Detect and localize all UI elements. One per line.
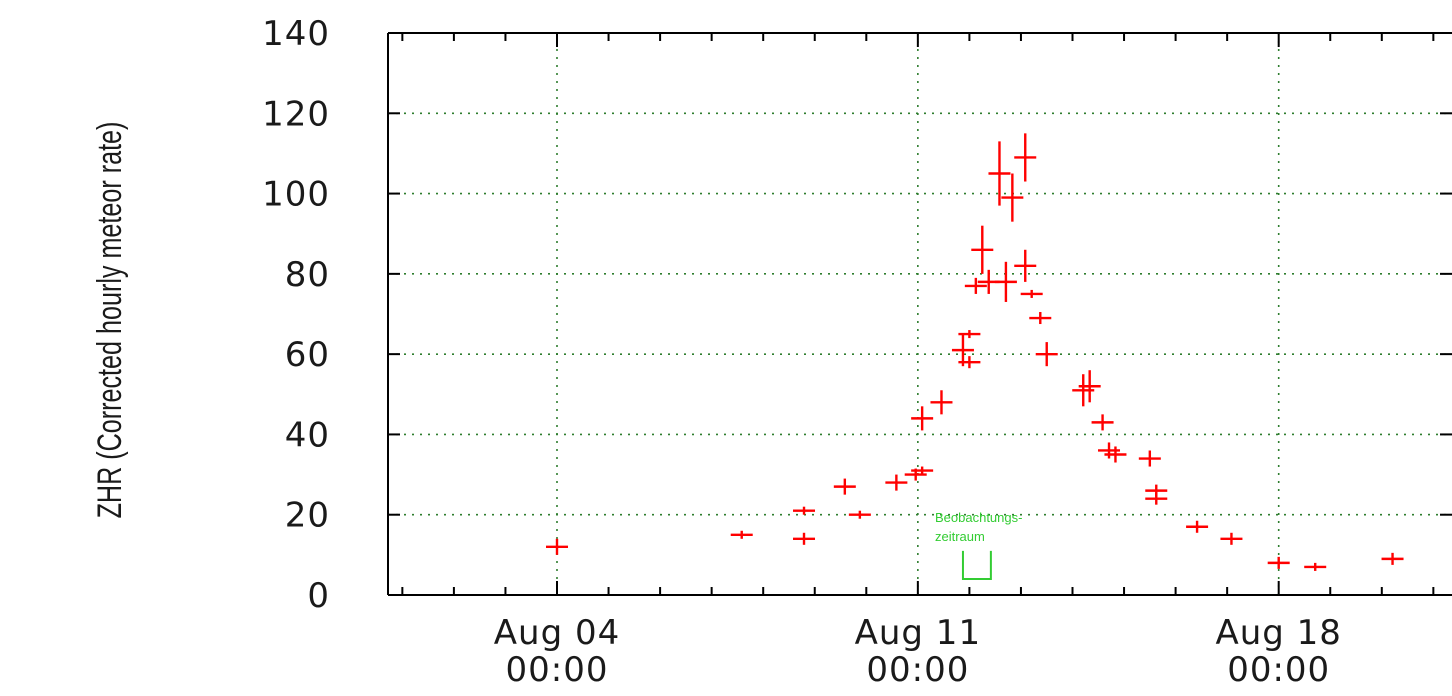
data-point xyxy=(1014,249,1037,282)
data-point xyxy=(1304,562,1327,571)
y-tick-label: 60 xyxy=(285,335,330,375)
data-point xyxy=(730,530,753,539)
data-point xyxy=(958,330,981,339)
data-point xyxy=(964,277,987,294)
data-point xyxy=(1267,556,1290,569)
data-point xyxy=(930,390,953,415)
data-point xyxy=(1014,133,1037,182)
data-point xyxy=(1381,552,1404,565)
data-point xyxy=(793,506,816,515)
data-point xyxy=(1145,492,1168,505)
axes xyxy=(387,32,1452,596)
data-point xyxy=(1104,446,1127,463)
y-axis-ticks: 0 20 40 60 80 100 120 140 xyxy=(262,14,330,616)
data-point xyxy=(848,510,871,519)
data-point xyxy=(1078,370,1101,403)
data-point xyxy=(911,406,934,431)
annotation-bracket xyxy=(961,550,992,580)
y-tick-label: 0 xyxy=(307,576,330,616)
data-point xyxy=(1220,532,1243,545)
x-tick-label-time: 00:00 xyxy=(866,650,969,690)
data-point xyxy=(1035,342,1058,367)
annotation-text-line2: zeitraum xyxy=(935,529,985,544)
data-point xyxy=(1091,414,1114,431)
y-tick-label: 20 xyxy=(285,496,330,536)
data-point xyxy=(1001,173,1024,222)
data-point xyxy=(546,538,568,555)
y-axis-label: ZHR (Corrected hourly meteor rate) xyxy=(91,122,129,519)
x-tick-label-date: Aug 04 xyxy=(494,613,620,653)
y-tick-label: 140 xyxy=(262,14,330,54)
data-point xyxy=(911,466,934,475)
data-point xyxy=(971,225,994,274)
observation-period-annotation: Beobachtungs- zeitraum xyxy=(935,510,1022,580)
data-point xyxy=(793,532,816,545)
annotation-text-line1: Beobachtungs- xyxy=(935,510,1022,525)
grid xyxy=(388,33,1452,595)
data-point xyxy=(885,474,908,491)
data-point xyxy=(1029,311,1052,325)
data-point xyxy=(833,478,856,495)
x-tick-label-time: 00:00 xyxy=(506,650,609,690)
data-point xyxy=(1072,374,1095,407)
y-tick-label: 80 xyxy=(285,255,330,295)
data-point xyxy=(994,261,1017,302)
data-points xyxy=(546,133,1404,571)
data-point xyxy=(1138,450,1161,467)
data-point xyxy=(958,356,981,369)
data-point xyxy=(1186,520,1209,533)
x-tick-label-time: 00:00 xyxy=(1227,650,1330,690)
y-tick-label: 120 xyxy=(262,94,330,134)
y-tick-label: 40 xyxy=(285,415,330,455)
data-point xyxy=(988,141,1011,206)
data-point xyxy=(951,334,974,367)
data-point xyxy=(1098,442,1121,459)
data-point xyxy=(1020,289,1043,298)
x-tick-label-date: Aug 18 xyxy=(1215,613,1341,653)
y-tick-label: 100 xyxy=(262,175,330,215)
x-tick-label-date: Aug 11 xyxy=(855,613,981,653)
